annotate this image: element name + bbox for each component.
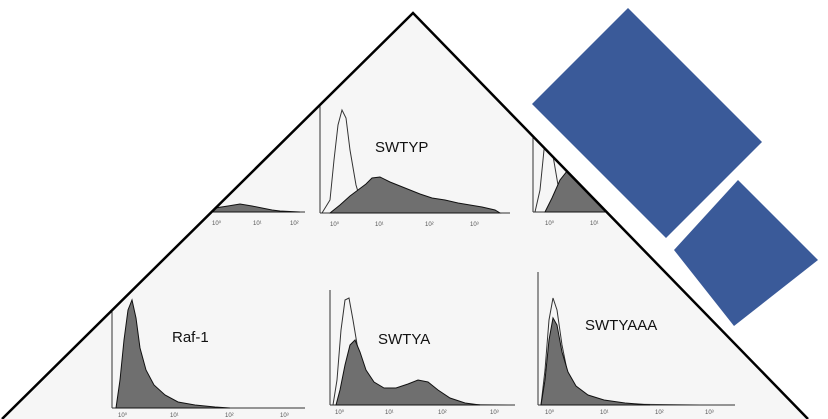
panel-label-swtyp: SWTYP xyxy=(375,139,428,156)
tick-label: 10² xyxy=(225,413,234,419)
sample-histogram-swtyaaa xyxy=(540,316,651,406)
panel-swtyp: SWTYP 10⁰ 10¹ 10² 10³ xyxy=(319,105,510,228)
panel-label-swtya: SWTYA xyxy=(378,331,430,348)
tick-label: 10¹ xyxy=(375,222,384,228)
panel-label-swtyaaa: SWTYAAA xyxy=(585,317,657,334)
small-blue-diamond xyxy=(674,180,818,326)
tick-label: 10¹ xyxy=(590,221,599,227)
tick-label: 10² xyxy=(655,410,664,416)
histogram-raf1 xyxy=(115,298,231,409)
tick-label: 10³ xyxy=(280,413,289,419)
tick-label: 10³ xyxy=(490,410,499,416)
tick-label: 10⁰ xyxy=(335,409,345,416)
panel-swtya: SWTYA 10⁰ 10¹ 10² 10³ xyxy=(329,290,515,416)
tick-label: 10² xyxy=(438,410,447,416)
tick-label: 10³ xyxy=(705,410,714,416)
tick-label: 10¹ xyxy=(253,221,262,227)
tick-label: 10⁰ xyxy=(330,221,340,228)
tick-label: 10³ xyxy=(470,222,479,228)
sample-histogram-swtya xyxy=(335,339,481,406)
tick-label: 10¹ xyxy=(600,410,609,416)
tick-label: 10⁰ xyxy=(212,220,222,227)
triangle-frame xyxy=(1,11,809,419)
sample-histogram-swtyp xyxy=(328,176,502,214)
panel-label-raf1: Raf-1 xyxy=(172,329,209,346)
histogram-top-left xyxy=(204,203,301,213)
tick-label: 10¹ xyxy=(385,410,394,416)
tick-label: 10⁰ xyxy=(545,409,555,416)
tick-label: 10² xyxy=(290,221,299,227)
panel-raf1: Raf-1 10⁰ 10¹ 10² 10³ xyxy=(111,298,305,419)
tick-label: 10⁰ xyxy=(545,220,555,227)
panel-swtyaaa: SWTYAAA 10⁰ 10¹ 10² 10³ xyxy=(537,272,735,416)
tick-label: 10⁰ xyxy=(118,412,128,419)
tick-label: 10¹ xyxy=(170,413,179,419)
large-blue-diamond xyxy=(532,8,762,238)
tick-label: 10² xyxy=(425,222,434,228)
